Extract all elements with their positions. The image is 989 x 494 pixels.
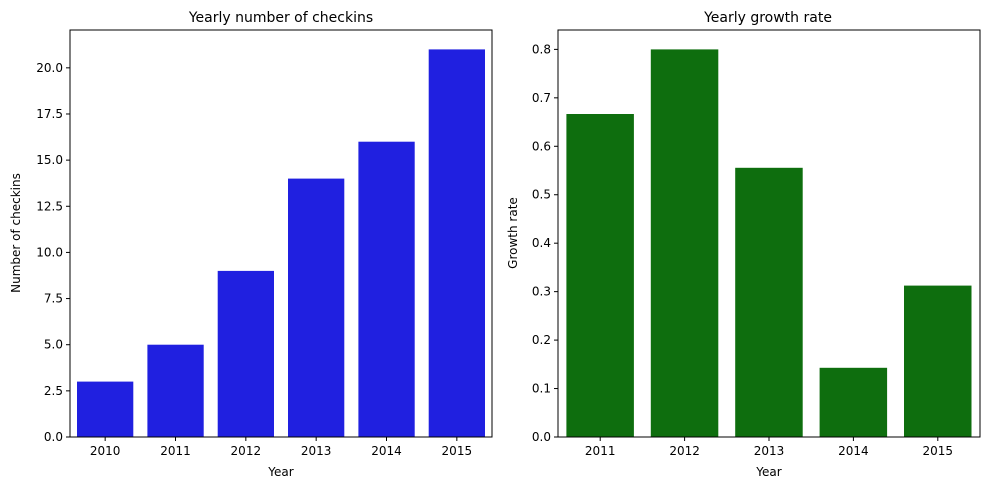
y-tick-label: 15.0 bbox=[36, 153, 63, 167]
x-tick-label: 2014 bbox=[371, 444, 402, 458]
plot-frame bbox=[557, 29, 981, 438]
x-axis-label: Year bbox=[755, 465, 781, 479]
y-axis-label: Number of checkins bbox=[9, 173, 23, 293]
y-tick-label: 2.5 bbox=[44, 384, 63, 398]
bar-2015 bbox=[904, 285, 972, 437]
y-tick-label: 12.5 bbox=[36, 199, 63, 213]
y-tick-label: 0.2 bbox=[532, 333, 551, 347]
x-tick-label: 2010 bbox=[90, 444, 121, 458]
chart-title: Yearly growth rate bbox=[703, 10, 832, 26]
bar-2012 bbox=[650, 49, 719, 438]
y-tick-label: 20.0 bbox=[36, 61, 63, 75]
x-tick-label: 2012 bbox=[669, 444, 700, 458]
bar-2012 bbox=[217, 270, 274, 437]
y-tick-label: 0.0 bbox=[532, 430, 551, 444]
y-tick-label: 0.5 bbox=[532, 188, 551, 202]
y-axis-ticks: 0.0 2.5 5.0 7.5 10.0 12.5 15.0 17.5 20.0 bbox=[36, 61, 70, 444]
bar-2015 bbox=[428, 49, 485, 438]
x-tick-label: 2011 bbox=[585, 444, 616, 458]
bar-2014 bbox=[358, 141, 415, 437]
x-tick-label: 2013 bbox=[754, 444, 785, 458]
y-tick-label: 0.7 bbox=[532, 91, 551, 105]
bar-2013 bbox=[288, 178, 345, 437]
x-axis-ticks: 2011 2012 2013 2014 2015 bbox=[585, 437, 953, 458]
x-axis-ticks: 2010 2011 2012 2013 2014 2015 bbox=[90, 437, 472, 458]
y-tick-label: 0.1 bbox=[532, 382, 551, 396]
checkins-chart: Yearly number of checkins 0.0 2.5 5.0 7.5 10… bbox=[9, 10, 493, 479]
x-axis-label: Year bbox=[267, 465, 293, 479]
plot-frame bbox=[69, 29, 493, 438]
bar-2011 bbox=[147, 344, 204, 437]
y-tick-label: 0.8 bbox=[532, 42, 551, 56]
growth-rate-chart: Yearly growth rate 0.0 0.1 0.2 0.3 0.4 0.5 0.6… bbox=[506, 10, 981, 479]
y-tick-label: 0.4 bbox=[532, 236, 551, 250]
y-tick-label: 0.3 bbox=[532, 285, 551, 299]
x-tick-label: 2015 bbox=[442, 444, 473, 458]
bar-2013 bbox=[735, 167, 803, 438]
y-tick-label: 7.5 bbox=[44, 292, 63, 306]
y-tick-label: 10.0 bbox=[36, 245, 63, 259]
x-tick-label: 2015 bbox=[923, 444, 954, 458]
y-tick-label: 0.6 bbox=[532, 139, 551, 153]
bar-2011 bbox=[566, 114, 634, 437]
y-axis-ticks: 0.0 0.1 0.2 0.3 0.4 0.5 0.6 0.7 0.8 bbox=[532, 42, 558, 444]
x-tick-label: 2012 bbox=[231, 444, 262, 458]
bar-group bbox=[77, 49, 485, 438]
y-tick-label: 17.5 bbox=[36, 107, 63, 121]
x-tick-label: 2011 bbox=[160, 444, 191, 458]
y-tick-label: 0.0 bbox=[44, 430, 63, 444]
bar-2014 bbox=[819, 367, 888, 437]
bar-2010 bbox=[77, 381, 134, 437]
x-tick-label: 2014 bbox=[838, 444, 869, 458]
y-axis-label: Growth rate bbox=[506, 197, 520, 269]
chart-title: Yearly number of checkins bbox=[188, 10, 373, 26]
y-tick-label: 5.0 bbox=[44, 338, 63, 352]
bar-group bbox=[566, 49, 972, 438]
x-tick-label: 2013 bbox=[301, 444, 332, 458]
